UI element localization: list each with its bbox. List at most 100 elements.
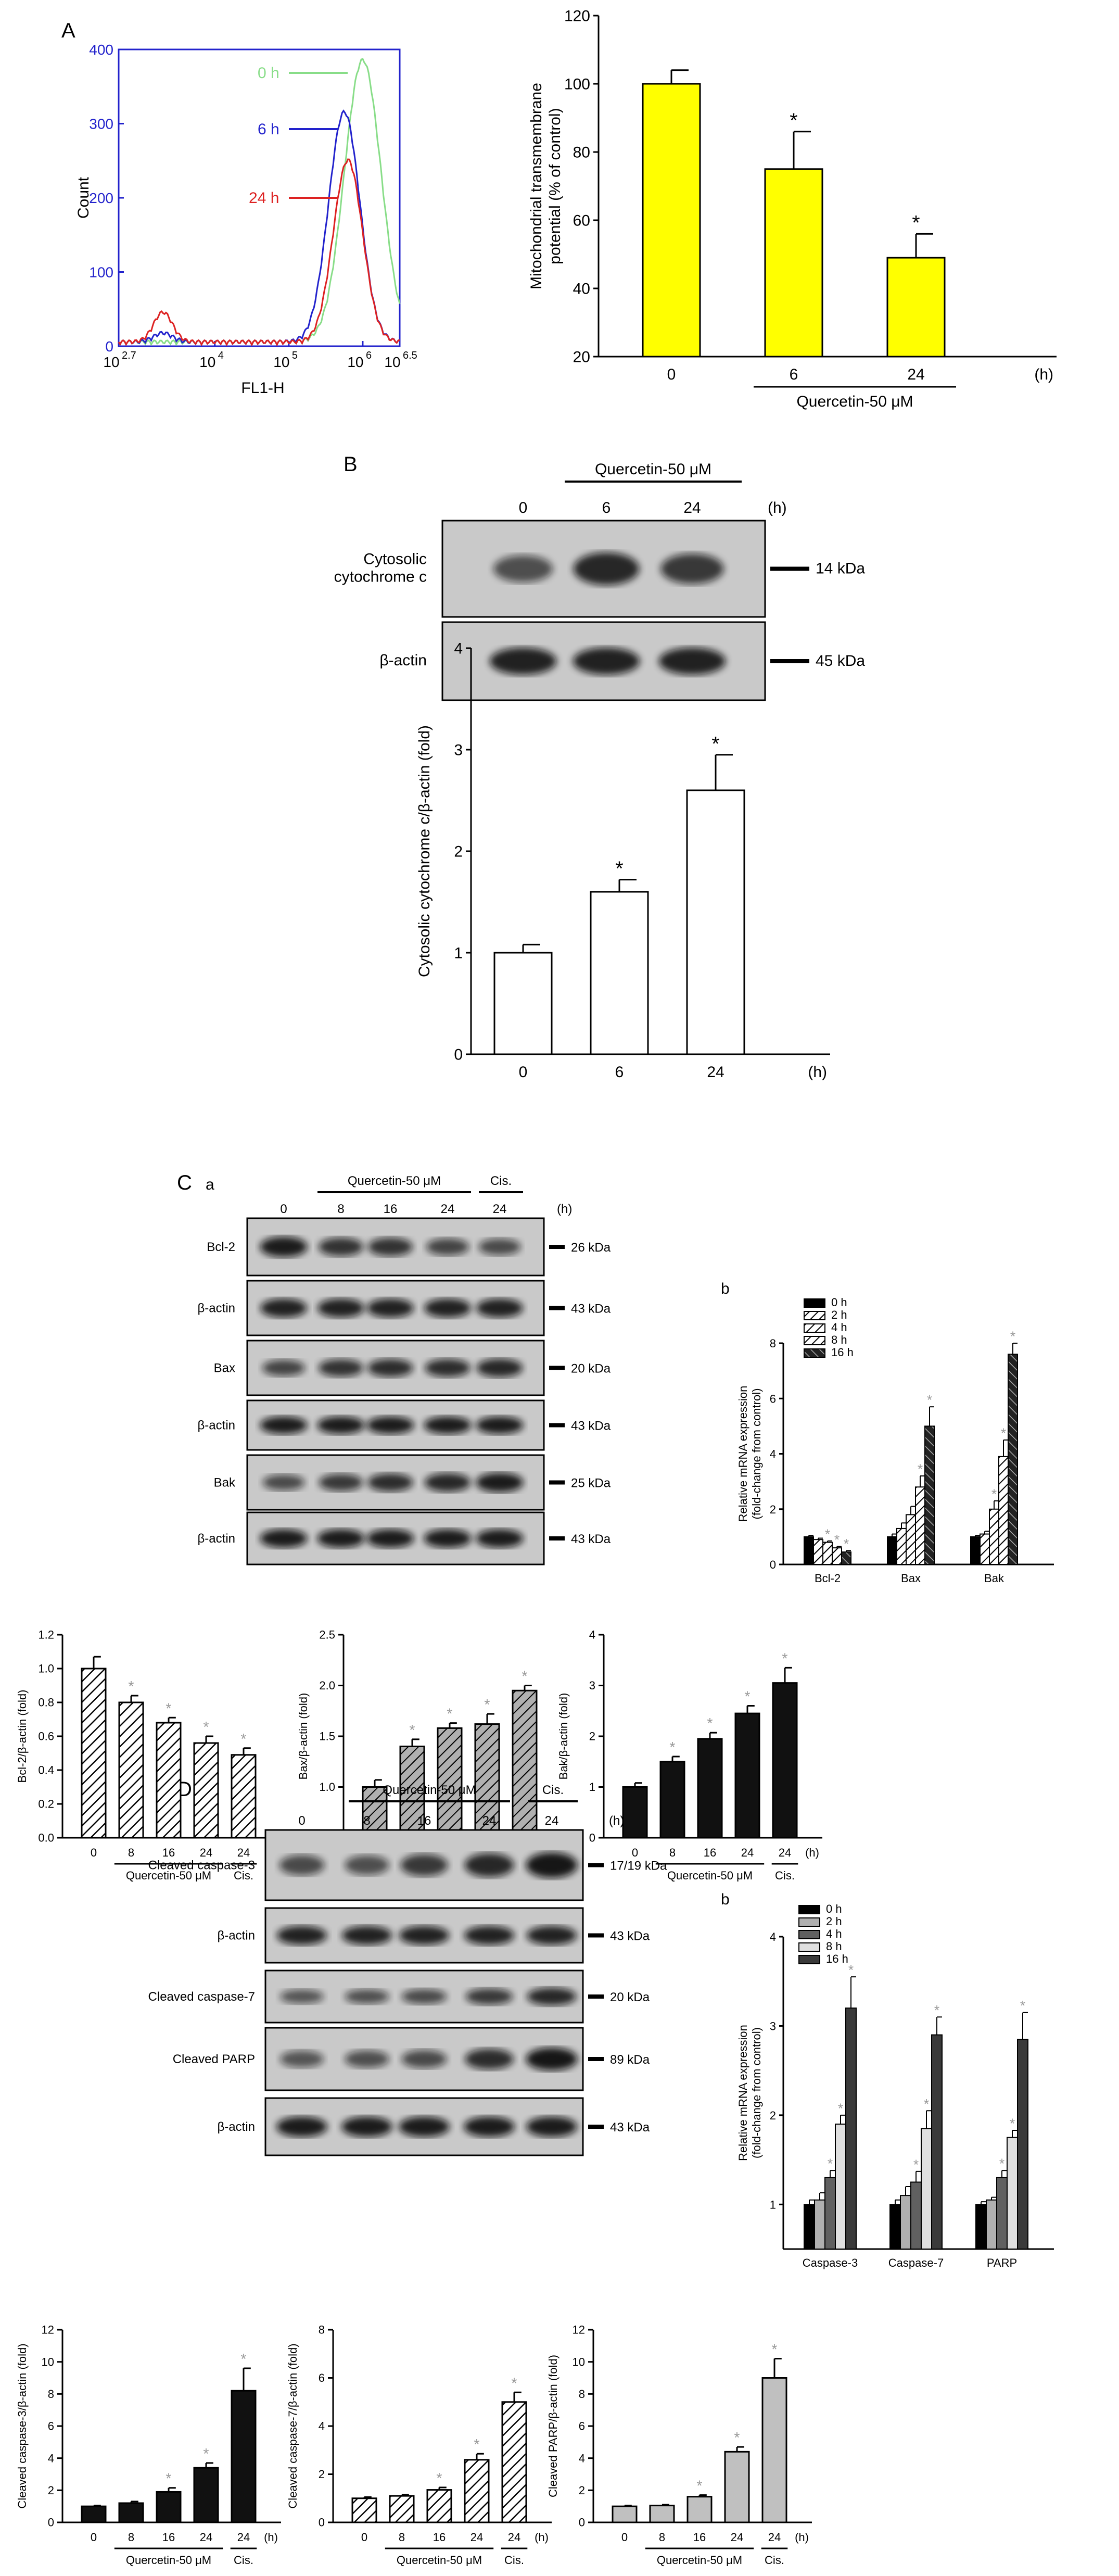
y-tick-label: 1: [770, 2198, 776, 2211]
chart-c-mrna: 0 2 4 6 8 Relative mRNA expression (fold-chang…: [736, 1296, 1054, 1585]
significance-star: *: [436, 2470, 442, 2487]
bar: [697, 1738, 723, 1839]
blot-band: [476, 1298, 523, 1318]
blot-band: [345, 2050, 389, 2068]
flow-xtick-base: 10: [199, 354, 215, 370]
bar: [970, 1536, 981, 1565]
blot-band: [317, 1298, 364, 1318]
legend-swatch: [804, 1298, 825, 1308]
bar: [351, 2497, 377, 2523]
x-unit-label: (h): [535, 2531, 549, 2544]
blot-row-label: β-actin: [198, 1302, 236, 1316]
bar: [832, 1547, 842, 1565]
group-label: Quercetin-50 μM: [126, 2554, 211, 2567]
bar: [924, 1425, 935, 1565]
bar: [841, 1551, 851, 1565]
legend-label: 8 h: [831, 1333, 847, 1346]
x-tick-label: 24: [779, 1846, 791, 1859]
bar: [998, 1456, 1009, 1565]
blot-band: [526, 2116, 577, 2137]
bar: [814, 2199, 825, 2250]
bar: [686, 789, 745, 1055]
treatment-label: Quercetin-50 μM: [383, 1783, 476, 1797]
blot-band: [424, 1416, 472, 1434]
blot-band: [493, 555, 553, 583]
bar: [464, 2459, 490, 2523]
y-tick-label: 0.2: [38, 1798, 54, 1811]
blot-row-label: β-actin: [198, 1532, 236, 1546]
blot-row-label: cytochrome c: [334, 569, 427, 586]
blot-row-label: Cleaved caspase-7: [148, 1990, 255, 2004]
blot-band: [345, 1855, 389, 1875]
bar: [193, 2467, 219, 2523]
blot-panel-b: 0 6 24 (h) Quercetin-50 μM Cytosoliccytochrom…: [334, 461, 865, 701]
blot-band: [260, 1416, 308, 1434]
lane-label: 24: [441, 1202, 455, 1216]
blot-band: [526, 2048, 578, 2070]
legend-label: 16 h: [826, 1952, 848, 1965]
blot-band: [262, 1359, 306, 1377]
significance-star: *: [484, 1697, 490, 1713]
flow-curve-24h: [118, 158, 400, 347]
y-axis-label: Cleaved PARP/β-actin (fold): [546, 2355, 560, 2497]
y-tick-label: 2: [319, 2468, 325, 2481]
legend-swatch: [798, 1905, 820, 1914]
x-tick-label: 24: [768, 2531, 781, 2544]
significance-star: *: [711, 733, 719, 755]
lane-label: 0: [298, 1814, 305, 1828]
chart-cytochrome-c: 0 1 2 3 4 Cytosolic cytochrome c/β-actin (fol…: [416, 640, 830, 1081]
y-axis-label: Relative mRNA expression: [736, 2025, 749, 2161]
x-tick-label: 24: [707, 1064, 724, 1081]
panel-letter-d-b: b: [721, 1891, 730, 1908]
blot-band: [573, 552, 640, 585]
significance-star: *: [924, 2096, 929, 2112]
bar: [231, 1754, 257, 1839]
blot-band: [367, 1298, 414, 1318]
significance-star: *: [128, 1678, 134, 1695]
significance-star: *: [1010, 2116, 1015, 2131]
y-tick-label: 2: [589, 1730, 595, 1743]
blot-band: [279, 1855, 325, 1875]
x-tick-label: 8: [399, 2531, 405, 2544]
y-tick-label: 8: [48, 2388, 54, 2401]
blot-band: [367, 1359, 413, 1377]
y-tick-label: 4: [48, 2452, 54, 2465]
flow-xtick-exp: 4: [218, 350, 224, 361]
x-tick-label: PARP: [987, 2256, 1017, 2269]
lane-label: 0: [280, 1202, 287, 1216]
blot-band: [279, 2050, 324, 2068]
significance-star: *: [771, 2342, 777, 2358]
y-tick-label: 2.5: [319, 1628, 335, 1641]
cis-label: Cis.: [775, 1869, 795, 1882]
bar: [906, 1514, 916, 1565]
y-tick-label: 12: [573, 2324, 585, 2337]
x-unit-label: (h): [264, 2531, 278, 2544]
blot-band: [464, 1926, 515, 1945]
bar: [822, 1542, 833, 1565]
blot-band: [476, 1472, 524, 1493]
x-tick-label: 0: [667, 366, 676, 383]
x-tick-label: 16: [704, 1846, 716, 1859]
panel-letter-c-a: a: [206, 1176, 214, 1193]
y-axis-label: Bak/β-actin (fold): [557, 1693, 570, 1780]
y-tick-label: 1.0: [319, 1781, 335, 1794]
y-tick-label: 4: [579, 2452, 585, 2465]
blot-band: [658, 647, 726, 675]
bar: [612, 2505, 638, 2523]
flow-ytick-label: 100: [89, 264, 113, 281]
lane-label: 8: [363, 1814, 370, 1828]
x-tick-label: Bcl-2: [815, 1572, 841, 1585]
bar: [156, 2491, 182, 2523]
y-tick-label: 2: [454, 843, 463, 861]
y-tick-label: 60: [573, 212, 590, 230]
x-tick-label: 0: [91, 2531, 97, 2544]
y-tick-label: 12: [42, 2324, 54, 2337]
flow-xtick-base: 10: [347, 354, 363, 370]
blot-band: [399, 1926, 450, 1945]
bar: [686, 2496, 713, 2523]
blot-band: [366, 1529, 414, 1548]
x-tick-label: Bak: [984, 1572, 1004, 1585]
significance-star: *: [511, 2375, 517, 2392]
kda-label: 25 kDa: [571, 1476, 611, 1491]
